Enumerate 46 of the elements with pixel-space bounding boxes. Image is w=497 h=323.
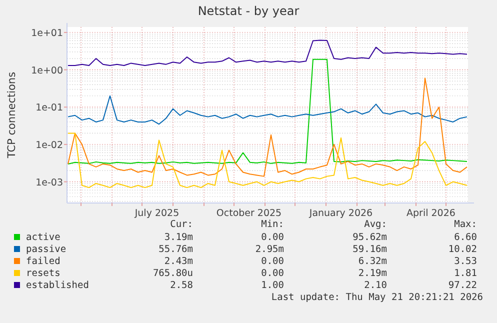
text: 97.22 bbox=[448, 280, 477, 291]
text: 1.00 bbox=[261, 280, 284, 291]
line-series bbox=[68, 40, 468, 66]
text: 2.43m bbox=[164, 256, 194, 267]
text: 2.19m bbox=[358, 268, 388, 279]
text: 55.76m bbox=[158, 244, 194, 255]
text: 2.58 bbox=[170, 280, 194, 291]
x-tick-label: October 2025 bbox=[216, 208, 282, 219]
text: 2.95m bbox=[255, 244, 284, 255]
text: Cur: bbox=[170, 219, 193, 230]
text: Min: bbox=[261, 219, 284, 230]
y-tick-label: 1e-02 bbox=[36, 140, 63, 151]
text: 2.10 bbox=[364, 280, 388, 291]
legend-label: failed bbox=[26, 256, 60, 267]
line-series bbox=[68, 78, 468, 177]
y-tick-label: 1e-03 bbox=[36, 177, 63, 188]
y-tick-label: 1e-01 bbox=[36, 102, 63, 114]
y-tick-label: 1e+01 bbox=[31, 28, 63, 39]
x-tick-label: April 2026 bbox=[406, 208, 456, 219]
chart-title: Netstat - by year bbox=[198, 4, 300, 18]
text: 3.53 bbox=[454, 256, 477, 267]
text: Max: bbox=[454, 219, 477, 230]
text: 0.00 bbox=[261, 268, 284, 279]
text: 1.81 bbox=[454, 268, 478, 279]
legend-label: established bbox=[26, 280, 89, 291]
y-axis-title: TCP connections bbox=[6, 72, 18, 160]
text: 765.80u bbox=[152, 268, 193, 279]
text: 10.02 bbox=[448, 244, 477, 255]
x-tick-label: July 2025 bbox=[134, 208, 180, 219]
line-series bbox=[68, 95, 468, 125]
line-series bbox=[68, 132, 468, 188]
text: 0.00 bbox=[261, 256, 284, 267]
legend-label: resets bbox=[26, 268, 60, 279]
text: 95.62m bbox=[352, 232, 388, 243]
text: 6.60 bbox=[454, 232, 478, 243]
line-series bbox=[68, 58, 468, 164]
text: 0.00 bbox=[261, 232, 284, 243]
legend-label: active bbox=[26, 232, 61, 243]
legend-label: passive bbox=[26, 244, 66, 255]
text: Last update: Thu May 21 20:21:21 2026 bbox=[271, 292, 484, 303]
text: 3.19m bbox=[164, 232, 194, 243]
text: 6.32m bbox=[358, 256, 388, 267]
text: Avg: bbox=[364, 219, 387, 230]
y-tick-label: 1e+00 bbox=[31, 65, 63, 76]
text: 59.16m bbox=[352, 244, 388, 255]
x-tick-label: January 2026 bbox=[308, 208, 373, 219]
